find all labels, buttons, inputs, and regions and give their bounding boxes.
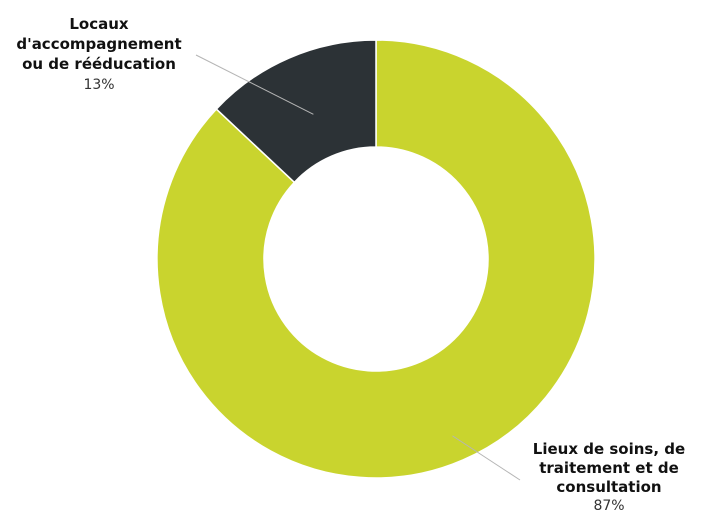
leader-lines-group [195, 54, 521, 481]
leader-line-1 [195, 54, 314, 115]
slice-label-line: Locaux [69, 15, 129, 33]
slice-label-line: consultation [556, 478, 661, 496]
slice-label-1: Locaux d'accompagnement ou de rééducation [16, 15, 181, 73]
slice-label-0: Lieux de soins, de traitement et de consul… [533, 440, 685, 496]
slice-label-line: d'accompagnement [16, 35, 181, 53]
donut-slice-1 [215, 39, 377, 184]
slice-value-label-0: 87% [593, 498, 624, 514]
slice-value-label-1: 13% [83, 77, 114, 93]
slice-label-line: ou de rééducation [22, 55, 176, 73]
donut-slice-0 [156, 39, 596, 479]
leader-line-0 [452, 435, 521, 481]
labels-group: Lieux de soins, de traitement et de consul… [16, 15, 685, 514]
slices-group [156, 39, 596, 479]
slice-label-line: Lieux de soins, de [533, 440, 685, 458]
slice-label-line: traitement et de [539, 459, 679, 477]
